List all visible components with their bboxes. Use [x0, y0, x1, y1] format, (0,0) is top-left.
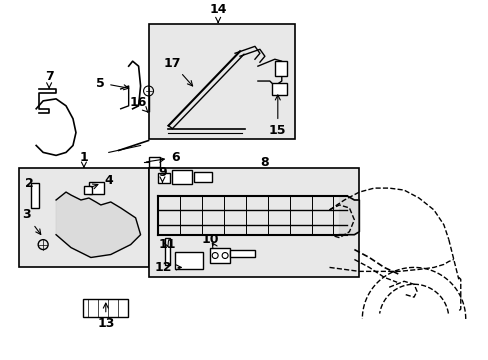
Bar	[158, 173, 170, 183]
Text: 11: 11	[158, 238, 176, 251]
Text: 15: 15	[268, 95, 286, 137]
Text: 14: 14	[209, 3, 226, 22]
Text: 8: 8	[260, 156, 269, 169]
Bar	[274, 61, 286, 76]
Bar	[89, 182, 103, 194]
Polygon shape	[56, 192, 141, 257]
Bar	[271, 83, 286, 95]
Text: 7: 7	[44, 69, 53, 88]
Text: 4: 4	[91, 174, 113, 189]
Text: 5: 5	[96, 77, 128, 90]
Text: 9: 9	[158, 166, 166, 182]
Text: 2: 2	[25, 177, 34, 190]
Bar	[175, 252, 203, 269]
Bar	[230, 249, 254, 257]
Polygon shape	[339, 196, 359, 235]
Bar	[165, 238, 170, 265]
Bar	[84, 186, 92, 194]
Bar	[148, 157, 160, 167]
Text: 3: 3	[22, 208, 41, 234]
Text: 13: 13	[97, 303, 114, 330]
Text: 1: 1	[80, 151, 88, 167]
Text: 12: 12	[155, 261, 181, 274]
Text: 16: 16	[130, 96, 148, 112]
Bar	[172, 170, 192, 184]
Bar	[210, 248, 230, 264]
Bar	[194, 172, 212, 182]
Bar	[148, 23, 294, 139]
Text: 6: 6	[146, 151, 179, 164]
Bar	[31, 183, 39, 208]
Text: 17: 17	[163, 57, 192, 86]
Bar	[83, 299, 127, 317]
Text: 10: 10	[201, 233, 219, 249]
Bar	[19, 168, 148, 267]
Bar	[148, 168, 359, 277]
